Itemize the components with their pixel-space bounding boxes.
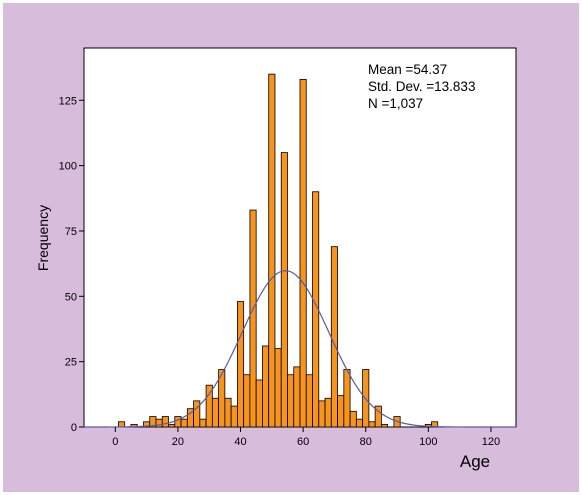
histogram-bar (155, 418, 163, 428)
histogram-bar (255, 379, 263, 428)
mean-label: Mean =54.37 (368, 62, 447, 77)
histogram-bar (243, 374, 251, 428)
y-tick-label: 0 (71, 422, 77, 434)
histogram-bar (174, 416, 182, 428)
histogram-bar (224, 397, 232, 428)
y-tick-label: 50 (65, 291, 77, 303)
y-tick-label: 75 (65, 226, 77, 238)
histogram-bar (161, 416, 169, 428)
x-tick-label: 100 (419, 436, 437, 448)
histogram-bar (293, 366, 301, 428)
x-tick-label: 40 (234, 436, 246, 448)
y-tick-label: 125 (59, 95, 77, 107)
bars-layer (118, 73, 439, 428)
histogram-bar (368, 421, 376, 428)
x-tick-label: 0 (112, 436, 118, 448)
histogram-bar (249, 209, 257, 428)
y-tick-label: 25 (65, 357, 77, 369)
normal-curve (84, 270, 516, 428)
histogram-bar (230, 405, 238, 428)
histogram-bar (211, 397, 220, 428)
y-axis-title: Frequency (35, 205, 51, 271)
histogram-bar (262, 345, 270, 428)
histogram-bar (355, 418, 364, 428)
histogram-bar (374, 405, 382, 428)
histogram-bar (287, 374, 295, 428)
histogram-bar (168, 423, 176, 428)
y-tick-label: 100 (59, 161, 77, 173)
x-tick-label: 60 (297, 436, 309, 448)
histogram-bar (343, 369, 351, 428)
chart-frame: 0 25 50 75 100 125 0 20 40 60 80 100 120 Age Freque… (3, 3, 579, 492)
histogram-chart: 0 25 50 75 100 125 0 20 40 60 80 100 120 Age Freque… (35, 47, 517, 471)
histogram-bar (380, 423, 389, 428)
normal-curve-layer (84, 270, 516, 428)
histogram-bar (268, 73, 276, 428)
histogram-bar (180, 418, 188, 428)
histogram-bar (118, 421, 126, 428)
histogram-bar (274, 348, 282, 428)
histogram-bar (318, 400, 326, 428)
histogram-bar (236, 301, 245, 428)
histogram-bar (330, 246, 338, 428)
histogram-bar (324, 397, 332, 428)
histogram-bar (280, 152, 288, 428)
histogram-bar (193, 400, 201, 428)
x-tick-label: 80 (360, 436, 372, 448)
x-tick-label: 120 (482, 436, 500, 448)
x-tick-label: 20 (172, 436, 184, 448)
x-axis: 0 20 40 60 80 100 120 (112, 427, 500, 448)
x-axis-title: Age (460, 452, 490, 471)
histogram-bar (349, 410, 357, 428)
histogram-bar (299, 78, 307, 428)
histogram-bar (337, 395, 345, 428)
std-dev-label: Std. Dev. =13.833 (368, 79, 475, 94)
histogram-bar (199, 418, 207, 428)
y-axis: 0 25 50 75 100 125 (59, 95, 84, 434)
n-label: N =1,037 (368, 96, 423, 111)
histogram-bar (305, 374, 313, 428)
